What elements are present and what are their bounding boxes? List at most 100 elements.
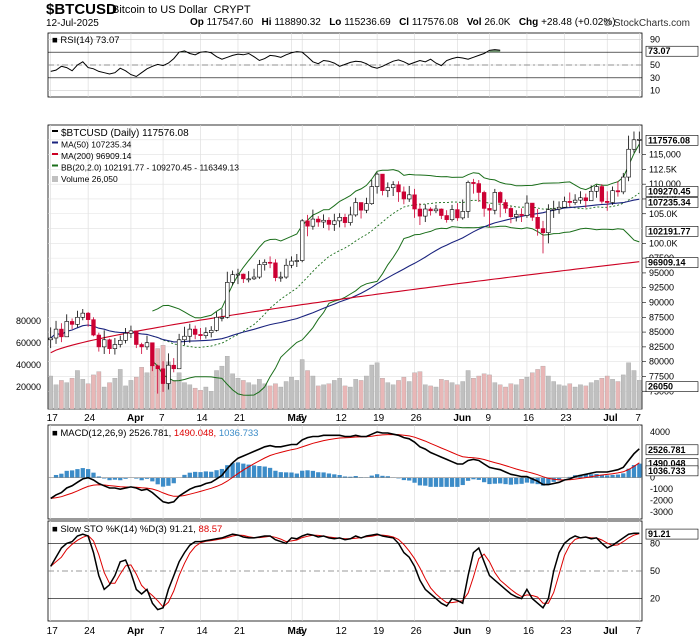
macd-hist-bar — [540, 477, 546, 486]
rsi-line — [50, 49, 501, 78]
volume-bar — [444, 380, 449, 410]
macd-hist-bar — [123, 477, 128, 479]
volume-bar — [246, 382, 251, 410]
volume-bar — [417, 371, 423, 410]
macd-hist-bar — [85, 469, 91, 478]
sto-x-label: 14 — [197, 626, 209, 637]
close-label: Cl — [399, 17, 410, 28]
macd-hist-bar — [118, 477, 123, 481]
volume-bar — [637, 380, 642, 410]
macd-hist-bar — [187, 472, 192, 478]
candle-body — [326, 219, 332, 225]
change-value: +28.48 (+0.02%) — [541, 17, 616, 28]
macd-hist-bar — [481, 477, 487, 483]
candle-body — [385, 187, 390, 191]
candle-body — [353, 202, 358, 216]
volume-bar — [428, 385, 433, 410]
macd-hist-bar — [171, 477, 176, 484]
macd-hist-bar — [203, 471, 209, 478]
macd-hist-bar — [423, 477, 428, 486]
volume-bar — [358, 380, 364, 410]
macd-hist-bar — [519, 477, 524, 484]
volume-bar — [203, 386, 209, 410]
macd-hist-bar — [209, 471, 214, 478]
macd-hist-bar — [439, 477, 444, 487]
sto-k-value-label: 91.21 — [648, 529, 671, 539]
macd-hist-bar — [589, 474, 594, 478]
candle-body — [150, 342, 155, 367]
volume-current-label-box — [645, 381, 699, 393]
sto-x-label: 16 — [523, 626, 535, 637]
volume-bar — [337, 378, 342, 410]
macd-hist-bar — [471, 477, 476, 480]
price-tick-label: 115,000 — [649, 150, 681, 160]
price-tick-label: 110,000 — [649, 179, 681, 189]
macd-hist-bar — [476, 477, 481, 480]
macd-hist-bar — [139, 477, 144, 481]
macd-hist-bar — [444, 477, 449, 487]
date-label: 12-Jul-2025 — [46, 18, 99, 29]
macd-hist-bar — [305, 470, 310, 478]
price-x-label: 16 — [523, 413, 535, 424]
macd-hist-bar — [69, 470, 75, 478]
exchange-label: CRYPT — [213, 4, 251, 16]
candle-body — [102, 339, 107, 348]
low-value: 115236.69 — [344, 17, 391, 28]
rsi-tick-label: 10 — [650, 86, 660, 96]
macd-hist-bar — [144, 477, 150, 479]
macd-hist-bar — [546, 477, 551, 485]
macd-hist-bar — [160, 477, 166, 487]
candle-body — [449, 209, 455, 220]
candle-body — [594, 186, 599, 192]
macd-hist-bar — [503, 477, 508, 485]
volume-bar — [503, 386, 508, 410]
macd-hist-bar — [278, 472, 283, 478]
price-x-label: 17 — [47, 413, 59, 424]
macd-hist-bar — [610, 474, 615, 478]
macd-title-part: 1036.733 — [219, 428, 259, 439]
sto-x-label: 9 — [485, 626, 491, 637]
volume-bar — [342, 385, 348, 410]
price-tick-label: 80000 — [649, 357, 674, 367]
volume-bar — [615, 381, 621, 410]
sto-title-part: 88.57 — [199, 524, 223, 535]
candle-body — [107, 339, 112, 349]
candle-body — [524, 202, 530, 216]
bb-lower-value-label-box — [645, 226, 699, 237]
ma50-line — [50, 198, 640, 343]
candle-body — [508, 208, 514, 218]
candle-body — [492, 192, 498, 211]
candle-body — [444, 215, 449, 220]
volume-label: Vol — [466, 17, 482, 28]
sto-x-label: 23 — [560, 626, 572, 637]
candle-body — [75, 316, 80, 325]
macd-hist-bar — [433, 477, 439, 487]
candle-body — [139, 344, 144, 348]
macd-hist-bar — [294, 473, 299, 478]
price-tick-label: 82500 — [649, 342, 674, 352]
price-tick-label: 95000 — [649, 268, 674, 278]
macd-hist-bar — [235, 462, 241, 478]
price-x-label: 26 — [411, 413, 423, 424]
volume-bar — [219, 365, 225, 410]
candle-body — [562, 201, 567, 208]
price-x-label: 24 — [84, 413, 96, 424]
volume-bar — [631, 370, 637, 410]
volume-bar — [123, 385, 128, 410]
candle-body — [251, 276, 257, 280]
macd-hist-bar — [460, 477, 465, 486]
volume-bar — [572, 386, 578, 410]
macd-hist-bar — [498, 477, 503, 484]
sto-x-label: 19 — [373, 626, 385, 637]
volume-bar — [540, 365, 546, 410]
volume-bar — [305, 370, 310, 410]
candle-body — [257, 264, 262, 278]
macd-hist-bar — [514, 477, 519, 485]
macd-value-label-box — [645, 444, 699, 456]
sto-x-label: May — [287, 626, 307, 637]
price-x-label: 23 — [560, 413, 572, 424]
macd-value-label: 2526.781 — [648, 445, 686, 455]
price-legend-entry: MA(50) 107235.34 — [61, 140, 132, 150]
price-legend-entry: MA(200) 96909.14 — [61, 151, 132, 161]
volume-bar — [150, 364, 155, 410]
